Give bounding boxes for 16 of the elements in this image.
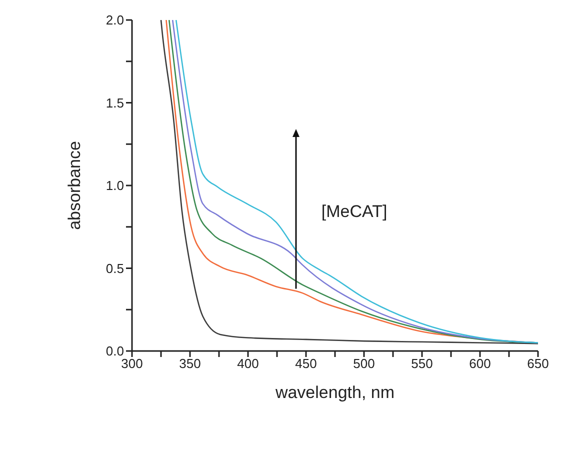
x-tick-label: 450 [295,356,317,372]
annotation: [MeCAT] [321,202,388,222]
y-tick-label: 0.5 [106,260,124,276]
y-tick-label: 2.0 [106,12,124,28]
y-axis-title: absorbance [65,141,84,230]
x-tick-label: 350 [179,356,201,372]
x-tick-label: 300 [121,356,143,372]
y-tick-label: 0.0 [106,344,124,359]
x-tick-label: 600 [469,356,491,372]
y-tick-label: 1.5 [106,95,124,110]
x-tick-label: 550 [411,356,433,372]
x-tick-label: 500 [353,356,375,372]
y-tick-label: 1.0 [106,178,124,194]
x-axis-title: wavelength, nm [274,383,395,402]
x-tick-label: 400 [237,356,259,372]
x-tick-label: 650 [527,356,549,372]
